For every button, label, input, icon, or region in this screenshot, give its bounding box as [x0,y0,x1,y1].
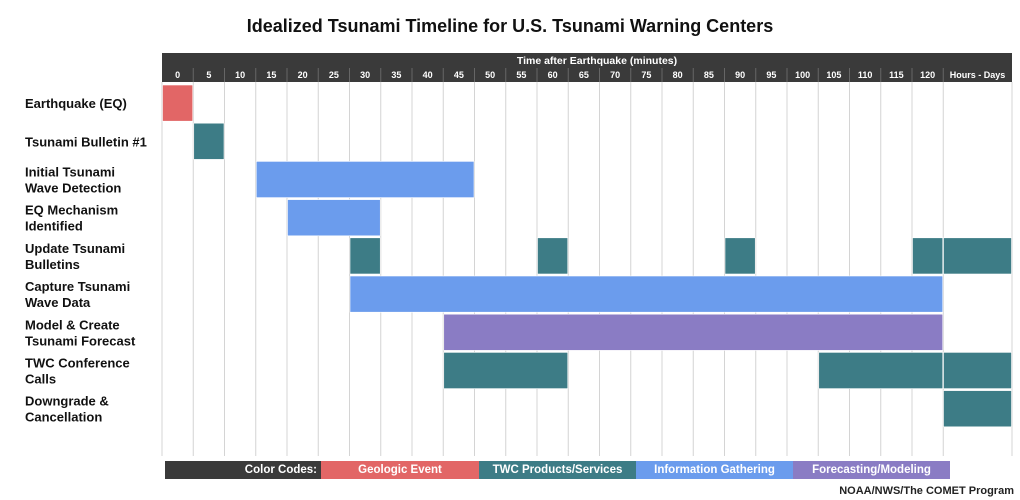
x-tick-label: 85 [704,70,714,80]
x-tick-label: 110 [858,70,873,80]
x-tick-label: 95 [766,70,776,80]
timeline-bar-geologic [162,84,194,122]
x-tick-label: 75 [641,70,651,80]
timeline-bar-information [287,199,381,237]
row-label: Calls [25,372,56,387]
x-tick-label: 120 [920,70,935,80]
timeline-bar-information [255,161,475,198]
timeline-bar-products [818,352,944,389]
x-tick-label: 65 [579,70,589,80]
row-label: Cancellation [25,410,102,425]
x-tick-label: 90 [735,70,745,80]
row-label: Model & Create [25,317,120,332]
row-label: Tsunami Bulletin #1 [25,134,147,149]
row-label: Update Tsunami [25,241,125,256]
row-label: Wave Detection [25,181,121,196]
chart-title: Idealized Tsunami Timeline for U.S. Tsun… [246,16,774,36]
color-legend: Color Codes: Geologic Event TWC Products/S… [165,461,950,479]
row-label: Capture Tsunami [25,279,130,294]
row-label: Bulletins [25,257,80,272]
timeline-bar-products [443,352,569,389]
credit-text: NOAA/NWS/The COMET Program [839,485,1014,497]
x-tick-label: 15 [266,70,276,80]
x-tick-label: 0 [175,70,180,80]
row-label: EQ Mechanism [25,203,118,218]
timeline-bar-products [193,122,225,160]
legend-item: Information Gathering [636,461,793,479]
row-label: Downgrade & [25,394,109,409]
timeline-bar-information [349,275,944,313]
timeline-bar-products [912,237,944,275]
timeline-bar-forecasting [443,313,944,351]
timeline-bar-products [943,352,1012,389]
x-tick-label: 55 [516,70,526,80]
x-tick-label: 30 [360,70,370,80]
x-tick-label: 80 [673,70,683,80]
x-tick-label: 60 [548,70,558,80]
row-label: TWC Conference [25,356,130,371]
row-label: Tsunami Forecast [25,333,136,348]
legend-item: Color Codes: [165,461,321,479]
timeline-bar-products [724,237,756,275]
timeline-chart: Time after Earthquake (minutes) 0 5 10 15 20 2… [25,53,1013,456]
row-label: Identified [25,219,83,234]
x-tick-label: 35 [391,70,401,80]
x-tick-label: 20 [298,70,308,80]
row-label: Wave Data [25,295,91,310]
axis-header [162,53,1012,82]
x-tick-label: 115 [889,70,904,80]
x-tick-label: 5 [206,70,211,80]
x-tick-label: 45 [454,70,464,80]
x-tick-label: 70 [610,70,620,80]
x-tick-label: Hours - Days [950,70,1006,80]
x-tick-label: 50 [485,70,495,80]
timeline-bar-products [537,237,569,275]
timeline-bar-products [943,237,1012,275]
legend-item: TWC Products/Services [479,461,636,479]
timeline-bar-products [943,390,1012,428]
x-tick-label: 40 [423,70,433,80]
legend-item: Geologic Event [321,461,479,479]
x-axis-label: Time after Earthquake (minutes) [517,55,677,67]
x-tick-label: 100 [795,70,810,80]
row-label: Earthquake (EQ) [25,96,127,111]
row-label: Initial Tsunami [25,165,115,180]
timeline-bar-products [349,237,381,275]
x-tick-label: 25 [329,70,339,80]
legend-item: Forecasting/Modeling [793,461,950,479]
x-tick-label: 10 [235,70,245,80]
x-tick-label: 105 [826,70,841,80]
